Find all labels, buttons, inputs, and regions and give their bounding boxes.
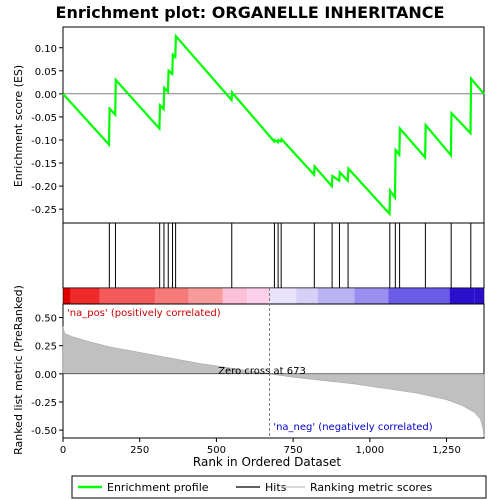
- es-y-tick-label: -0.20: [31, 182, 57, 193]
- color-bar-segment: [99, 288, 156, 304]
- color-bar-segment: [63, 288, 71, 304]
- x-tick-label: 500: [207, 445, 226, 456]
- hits-frame: [62, 222, 485, 289]
- rank-y-tick-label: 0.50: [35, 314, 57, 325]
- color-bar-segment: [222, 288, 248, 304]
- color-bar-segment: [188, 288, 223, 304]
- pos-correlated-label: 'na_pos' (positively correlated): [67, 308, 221, 319]
- rank-color-bar: [62, 287, 485, 305]
- chart-title: Enrichment plot: ORGANELLE INHERITANCE: [56, 3, 445, 22]
- ranking-metric-area: [62, 326, 485, 437]
- x-tick-label: 1,000: [356, 445, 385, 456]
- rank-y-tick-label: 0.00: [35, 370, 57, 381]
- x-axis-label: Rank in Ordered Dataset: [193, 455, 341, 469]
- x-tick-label: 250: [130, 445, 149, 456]
- color-bar-segment: [70, 288, 100, 304]
- x-tick-label: 750: [284, 445, 303, 456]
- color-bar-segment: [474, 288, 484, 304]
- hits-panel: [62, 222, 485, 289]
- es-y-tick-label: -0.15: [31, 159, 57, 170]
- es-y-tick-label: -0.10: [31, 136, 57, 147]
- color-bar-segment: [155, 288, 189, 304]
- color-bar-segment: [388, 288, 450, 304]
- es-y-tick-label: -0.05: [31, 113, 57, 124]
- legend: Enrichment profile Hits Ranking metric sco…: [71, 475, 487, 499]
- color-bar-segment: [269, 288, 297, 304]
- es-panel: 0.10 0.05 0.00 -0.05 -0.10 -0.15 -0.20 -0.25: [31, 26, 485, 224]
- color-bar-segment: [247, 288, 270, 304]
- rank-y-tick-label: -0.50: [31, 426, 57, 437]
- enrichment-profile-line: [62, 33, 485, 217]
- rank-y-tick-label: -0.25: [31, 398, 57, 409]
- es-plot-frame: [62, 26, 485, 224]
- x-tick-label: 1,250: [432, 445, 461, 456]
- rank-y-tick-label: 0.25: [35, 342, 57, 353]
- legend-label: Hits: [265, 481, 287, 494]
- legend-box: [71, 475, 487, 499]
- color-bar-segment: [296, 288, 318, 304]
- es-y-axis-label: Enrichment score (ES): [12, 65, 25, 187]
- ranking-panel: 0.50 0.25 0.00 -0.25 -0.50 'na_pos' (positive…: [31, 288, 485, 456]
- es-y-tick-label: 0.00: [35, 90, 57, 101]
- color-bar-segment: [449, 288, 475, 304]
- es-y-tick-label: 0.10: [35, 44, 57, 55]
- color-bar-segment: [317, 288, 355, 304]
- color-bar-segment: [354, 288, 389, 304]
- es-y-tick-label: -0.25: [31, 205, 57, 216]
- legend-label: Enrichment profile: [107, 481, 209, 494]
- es-y-tick-label: 0.05: [35, 67, 57, 78]
- rank-y-axis-label: Ranked list metric (PreRanked): [12, 285, 25, 455]
- zero-cross-label: Zero cross at 673: [218, 366, 306, 377]
- legend-label: Ranking metric scores: [310, 481, 432, 494]
- x-tick-label: 0: [60, 445, 66, 456]
- neg-correlated-label: 'na_neg' (negatively correlated): [273, 422, 432, 433]
